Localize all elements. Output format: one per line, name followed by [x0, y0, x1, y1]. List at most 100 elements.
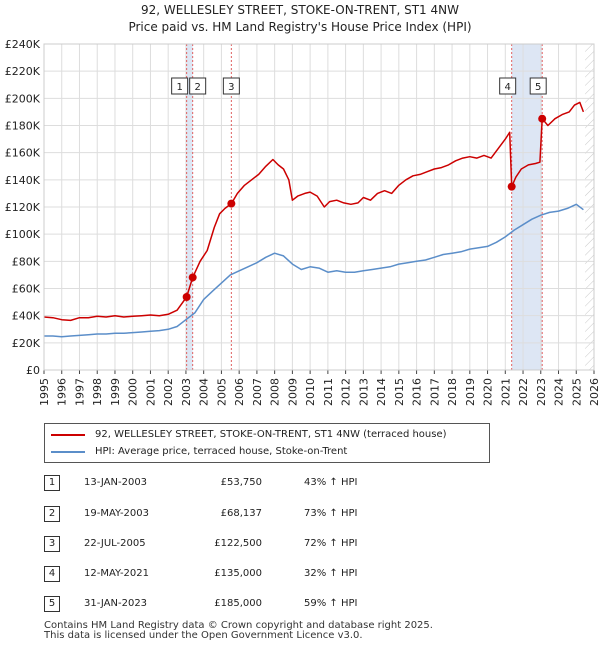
x-tick-label: 1996 — [56, 378, 69, 406]
transaction-number: 5 — [44, 596, 60, 612]
x-tick-label: 2022 — [517, 378, 530, 406]
sale-label: 3 — [228, 82, 234, 93]
x-tick-label: 2008 — [269, 378, 282, 406]
transaction-number: 3 — [44, 536, 60, 552]
x-tick-label: 2015 — [393, 378, 406, 406]
sale-label-box — [189, 77, 207, 95]
transaction-date: 19-MAY-2003 — [84, 508, 150, 519]
y-tick-label: £140K — [5, 174, 41, 187]
x-tick-label: 2023 — [535, 378, 548, 406]
transaction-date: 12-MAY-2021 — [84, 568, 150, 579]
sale-point — [538, 114, 547, 123]
chart-subtitle: Price paid vs. HM Land Registry's House … — [128, 20, 472, 34]
x-tick-label: 2010 — [304, 378, 317, 406]
table-row: 3 22-JUL-2005 £122,500 72% ↑ HPI — [44, 536, 464, 554]
x-tick-label: 1995 — [38, 378, 51, 406]
x-tick-label: 2011 — [322, 378, 335, 406]
x-tick-label: 2001 — [144, 378, 157, 406]
x-tick-label: 2019 — [464, 378, 477, 406]
y-tick-label: £180K — [5, 120, 41, 133]
x-tick-label: 2006 — [233, 378, 246, 406]
legend-item-property: 92, WELLESLEY STREET, STOKE-ON-TRENT, ST… — [51, 429, 447, 440]
sale-point — [507, 182, 516, 191]
x-tick-label: 2012 — [340, 378, 353, 406]
x-tick-label: 2014 — [375, 378, 388, 406]
x-tick-label: 2004 — [198, 378, 211, 406]
y-tick-label: £240K — [5, 38, 41, 51]
transaction-price: £122,500 — [214, 538, 262, 549]
sale-label-box — [171, 77, 189, 95]
table-row: 2 19-MAY-2003 £68,137 73% ↑ HPI — [44, 506, 464, 524]
transaction-price: £68,137 — [220, 508, 262, 519]
x-tick-label: 2020 — [482, 378, 495, 406]
transaction-date: 13-JAN-2003 — [84, 477, 148, 488]
transaction-price: £185,000 — [214, 598, 262, 609]
sale-point — [182, 292, 191, 301]
transaction-hpi-diff: 43% ↑ HPI — [304, 477, 358, 488]
footer-licence: This data is licensed under the Open Gov… — [44, 630, 363, 641]
sale-label-box — [222, 77, 240, 95]
sale-point — [227, 199, 236, 208]
legend-swatch-property — [51, 433, 85, 436]
x-tick-label: 2018 — [446, 378, 459, 406]
y-tick-label: £100K — [5, 228, 41, 241]
series-line-hpi — [44, 203, 584, 338]
transaction-price: £53,750 — [220, 477, 262, 488]
footer-copyright: Contains HM Land Registry data © Crown c… — [44, 620, 433, 631]
transaction-number: 4 — [44, 566, 60, 582]
x-tick-label: 2026 — [588, 378, 600, 406]
x-tick-label: 2016 — [411, 378, 424, 406]
sale-label: 1 — [176, 82, 182, 93]
y-tick-label: £200K — [5, 92, 41, 105]
x-tick-label: 2003 — [180, 378, 193, 406]
x-tick-label: 2013 — [357, 378, 370, 406]
table-row: 4 12-MAY-2021 £135,000 32% ↑ HPI — [44, 566, 464, 584]
sale-point — [188, 273, 197, 282]
y-tick-label: £160K — [5, 147, 41, 160]
sale-label-box — [499, 77, 517, 95]
plot-frame — [43, 43, 595, 371]
table-row: 5 31-JAN-2023 £185,000 59% ↑ HPI — [44, 596, 464, 614]
transaction-price: £135,000 — [214, 568, 262, 579]
sale-label: 5 — [535, 82, 541, 93]
x-tick-label: 2009 — [286, 378, 299, 406]
transaction-number: 2 — [44, 506, 60, 522]
legend-label-property: 92, WELLESLEY STREET, STOKE-ON-TRENT, ST… — [95, 429, 447, 440]
transaction-date: 31-JAN-2023 — [84, 598, 148, 609]
x-tick-label: 2005 — [215, 378, 228, 406]
transaction-hpi-diff: 32% ↑ HPI — [304, 568, 358, 579]
x-tick-label: 2000 — [127, 378, 140, 406]
legend-item-hpi: HPI: Average price, terraced house, Stok… — [51, 446, 347, 457]
x-tick-label: 2002 — [162, 378, 175, 406]
legend-label-hpi: HPI: Average price, terraced house, Stok… — [95, 446, 348, 457]
x-tick-label: 2021 — [499, 378, 512, 406]
x-tick-label: 1997 — [73, 378, 86, 406]
x-tick-label: 2017 — [428, 378, 441, 406]
series-line-property — [43, 101, 585, 322]
footer: Contains HM Land Registry data © Crown c… — [44, 621, 433, 641]
x-tick-label: 1998 — [91, 378, 104, 406]
y-tick-label: £40K — [12, 310, 41, 323]
table-row: 1 13-JAN-2003 £53,750 43% ↑ HPI — [44, 475, 464, 493]
y-tick-label: £80K — [12, 255, 41, 268]
legend-swatch-hpi — [51, 450, 85, 453]
y-tick-label: £220K — [5, 65, 41, 78]
x-tick-label: 1999 — [109, 378, 122, 406]
chart-title: 92, WELLESLEY STREET, STOKE-ON-TRENT, ST… — [141, 3, 459, 17]
price-chart: £0 £20K £40K £60K £80K £100K £120K £140K £160K £1… — [5, 38, 600, 406]
legend: 92, WELLESLEY STREET, STOKE-ON-TRENT, ST… — [44, 423, 490, 463]
sale-label-box — [529, 77, 547, 95]
transaction-hpi-diff: 72% ↑ HPI — [304, 538, 358, 549]
transaction-hpi-diff: 73% ↑ HPI — [304, 508, 358, 519]
sale-label: 2 — [194, 82, 200, 93]
y-tick-label: £0 — [26, 364, 40, 377]
x-tick-label: 2007 — [251, 378, 264, 406]
transaction-date: 22-JUL-2005 — [84, 538, 146, 549]
y-tick-label: £20K — [12, 337, 41, 350]
x-tick-label: 2024 — [553, 378, 566, 406]
y-tick-label: £60K — [12, 283, 41, 296]
transaction-number: 1 — [44, 475, 60, 491]
x-tick-label: 2025 — [570, 378, 583, 406]
y-tick-label: £120K — [5, 201, 41, 214]
transaction-hpi-diff: 59% ↑ HPI — [304, 598, 358, 609]
